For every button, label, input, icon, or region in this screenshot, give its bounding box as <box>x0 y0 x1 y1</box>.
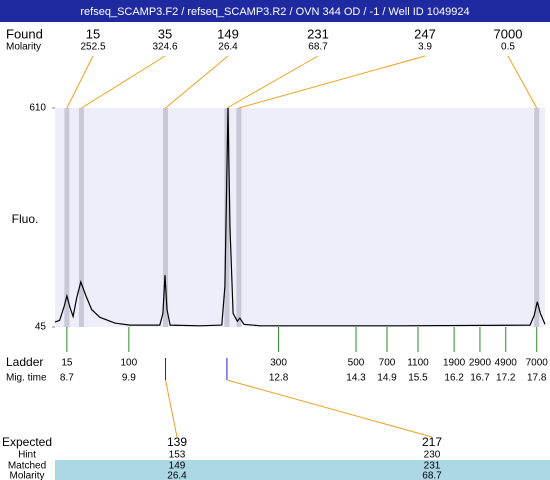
peak-connector <box>238 55 426 109</box>
y-axis-label: Fluo. <box>12 212 39 226</box>
peak-band <box>534 108 540 327</box>
found-label: Found <box>6 26 43 41</box>
peak-connector <box>66 55 94 109</box>
expected-connector <box>165 379 178 438</box>
peak-connector <box>507 55 538 109</box>
expected-label: Expected <box>2 435 52 449</box>
ladder-size: 1900 <box>443 358 466 369</box>
ladder-time: 17.2 <box>496 373 516 384</box>
expected-size: 139 <box>167 435 187 449</box>
matched-highlight <box>55 460 550 480</box>
peak-band <box>163 108 169 327</box>
title-bar <box>0 0 550 22</box>
ladder-time: 12.8 <box>269 373 289 384</box>
plot-area <box>55 108 545 327</box>
ladder-size: 4900 <box>495 358 518 369</box>
ladder-size: 300 <box>270 358 287 369</box>
found-molarity: 252.5 <box>80 42 105 53</box>
hint-size: 153 <box>169 450 186 461</box>
ladder-time: 15.5 <box>408 373 428 384</box>
ladder-size: 15 <box>61 358 73 369</box>
ladder-size: 7000 <box>526 358 549 369</box>
ladder-size: 1100 <box>407 358 429 369</box>
ladder-time: 16.2 <box>444 373 464 384</box>
ladder-size: 500 <box>348 358 365 369</box>
expected-connector <box>226 379 433 438</box>
found-size: 247 <box>414 26 436 41</box>
expected-molarity: 68.7 <box>422 471 442 480</box>
found-molarity-label: Molarity <box>6 42 41 53</box>
found-molarity: 3.9 <box>418 42 432 53</box>
found-size: 15 <box>86 26 100 41</box>
ladder-size: 700 <box>379 358 396 369</box>
y-tick-label: 610 <box>29 103 46 114</box>
expected-size: 217 <box>422 435 442 449</box>
trace <box>54 107 546 327</box>
peak-connector <box>81 55 166 109</box>
ladder-time: 14.9 <box>377 373 397 384</box>
hint-label: Hint <box>18 450 36 461</box>
peak-band <box>64 108 70 327</box>
peak-band <box>236 108 242 327</box>
ladder-size: 2900 <box>469 358 492 369</box>
hint-size: 230 <box>424 450 441 461</box>
found-molarity: 68.7 <box>308 42 328 53</box>
found-molarity: 26.4 <box>218 42 238 53</box>
matched-size: 231 <box>424 461 441 472</box>
ladder-label: Ladder <box>6 355 43 369</box>
ladder-time-label: Mig. time <box>6 373 47 384</box>
peak-connector <box>165 55 229 109</box>
found-molarity: 324.6 <box>152 42 177 53</box>
found-molarity: 0.5 <box>501 42 515 53</box>
ladder-size: 100 <box>120 358 137 369</box>
matched-label: Matched <box>8 461 46 472</box>
ladder-time: 17.8 <box>527 373 547 384</box>
expected-molarity: 26.4 <box>167 471 187 480</box>
ladder-time: 8.7 <box>60 373 74 384</box>
found-size: 35 <box>158 26 172 41</box>
peak-band <box>224 108 230 327</box>
y-tick-label: 45 <box>35 322 47 333</box>
found-size: 149 <box>217 26 239 41</box>
ladder-time: 14.3 <box>346 373 366 384</box>
title: refseq_SCAMP3.F2 / refseq_SCAMP3.R2 / OV… <box>80 6 469 18</box>
matched-size: 149 <box>169 461 186 472</box>
peak-band <box>78 108 84 327</box>
ladder-time: 9.9 <box>122 373 136 384</box>
expected-molarity-label: Molarity <box>9 471 44 480</box>
ladder-time: 16.7 <box>470 373 490 384</box>
peak-connector <box>226 55 319 109</box>
found-size: 7000 <box>494 26 523 41</box>
found-size: 231 <box>307 26 329 41</box>
